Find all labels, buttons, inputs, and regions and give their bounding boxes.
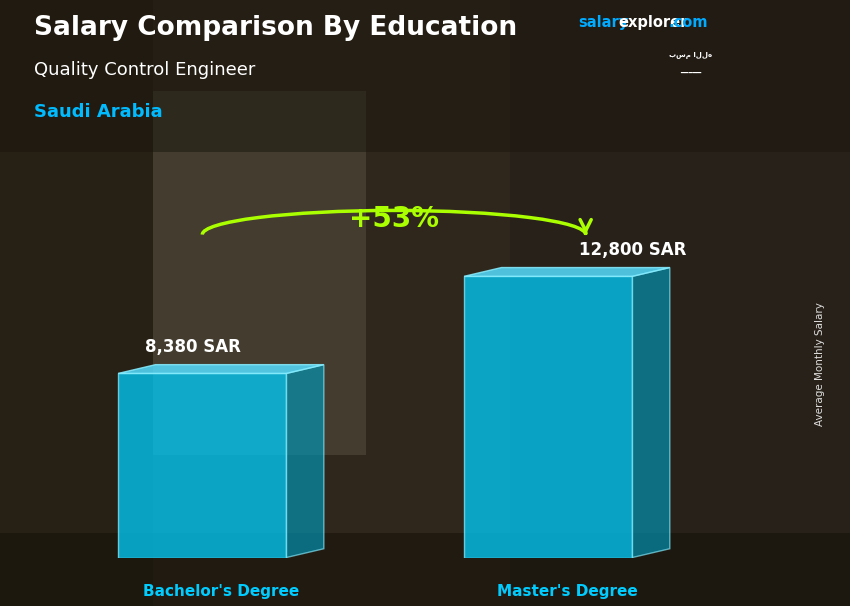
Polygon shape (632, 268, 670, 558)
Bar (0, 533, 850, 606)
Text: Average Monthly Salary: Average Monthly Salary (815, 302, 825, 425)
Text: +53%: +53% (349, 205, 439, 233)
Text: 8,380 SAR: 8,380 SAR (145, 338, 241, 356)
Text: Quality Control Engineer: Quality Control Engineer (34, 61, 255, 79)
Text: Salary Comparison By Education: Salary Comparison By Education (34, 15, 517, 41)
Polygon shape (464, 268, 670, 276)
Text: .com: .com (668, 15, 707, 30)
Text: explorer: explorer (619, 15, 688, 30)
Text: 12,800 SAR: 12,800 SAR (579, 241, 686, 259)
Polygon shape (286, 365, 324, 558)
Text: Saudi Arabia: Saudi Arabia (34, 103, 162, 121)
Text: بسم الله: بسم الله (669, 51, 712, 58)
Bar (510, 0, 850, 606)
Bar (0, 0, 850, 152)
Bar (153, 91, 366, 454)
Text: Master's Degree: Master's Degree (496, 584, 638, 599)
Polygon shape (464, 276, 632, 558)
Polygon shape (118, 373, 286, 558)
Text: Bachelor's Degree: Bachelor's Degree (143, 584, 299, 599)
Text: ━━━━━: ━━━━━ (680, 70, 701, 76)
Text: salary: salary (578, 15, 628, 30)
Polygon shape (118, 365, 324, 373)
Bar (0, 0, 153, 606)
